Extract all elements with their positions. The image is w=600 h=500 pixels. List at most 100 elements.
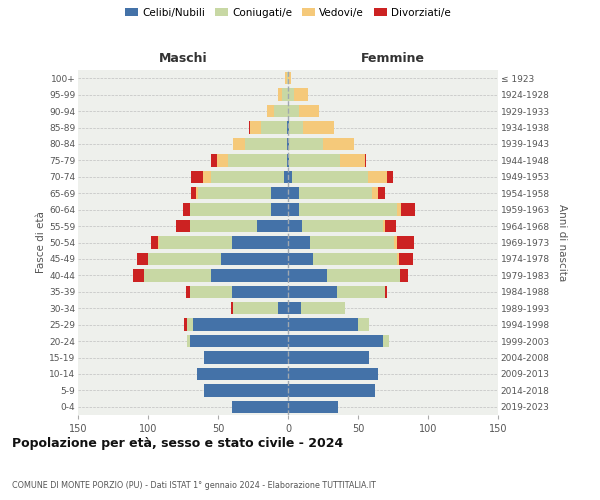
Bar: [388, 170, 393, 183]
Bar: [288, 269, 327, 281]
Bar: [292, 170, 368, 183]
Bar: [232, 286, 288, 298]
Bar: [327, 269, 400, 281]
Bar: [267, 105, 274, 117]
Bar: [184, 318, 187, 331]
Text: Femmine: Femmine: [361, 52, 425, 65]
Bar: [211, 170, 284, 183]
Bar: [197, 368, 288, 380]
Bar: [191, 170, 203, 183]
Bar: [211, 269, 288, 281]
Bar: [368, 170, 388, 183]
Bar: [193, 318, 288, 331]
Bar: [288, 236, 310, 248]
Bar: [250, 122, 262, 134]
Bar: [288, 170, 292, 183]
Bar: [133, 269, 144, 281]
Bar: [176, 220, 190, 232]
Bar: [401, 204, 415, 216]
Bar: [257, 220, 288, 232]
Bar: [186, 286, 190, 298]
Bar: [301, 302, 346, 314]
Bar: [228, 154, 287, 166]
Y-axis label: Fasce di età: Fasce di età: [36, 212, 46, 274]
Bar: [383, 335, 389, 347]
Bar: [159, 236, 232, 248]
Bar: [340, 154, 365, 166]
Bar: [288, 286, 337, 298]
Bar: [274, 105, 288, 117]
Bar: [278, 302, 288, 314]
Bar: [285, 72, 287, 85]
Bar: [230, 302, 233, 314]
Bar: [151, 236, 158, 248]
Bar: [199, 187, 271, 200]
Bar: [288, 154, 289, 166]
Bar: [278, 88, 283, 101]
Bar: [288, 105, 299, 117]
Bar: [377, 187, 385, 200]
Bar: [283, 88, 288, 101]
Bar: [262, 122, 287, 134]
Bar: [190, 220, 257, 232]
Bar: [288, 122, 289, 134]
Y-axis label: Anni di nascita: Anni di nascita: [557, 204, 566, 281]
Bar: [245, 138, 287, 150]
Bar: [232, 400, 288, 413]
Bar: [287, 138, 288, 150]
Bar: [190, 204, 271, 216]
Bar: [288, 318, 358, 331]
Bar: [288, 187, 299, 200]
Bar: [385, 286, 388, 298]
Bar: [288, 72, 291, 85]
Bar: [249, 122, 250, 134]
Bar: [289, 138, 323, 150]
Bar: [288, 302, 301, 314]
Bar: [233, 138, 245, 150]
Bar: [287, 122, 288, 134]
Text: Popolazione per età, sesso e stato civile - 2024: Popolazione per età, sesso e stato civil…: [12, 437, 343, 450]
Bar: [137, 253, 148, 265]
Bar: [299, 187, 372, 200]
Bar: [183, 204, 190, 216]
Bar: [288, 384, 375, 396]
Bar: [271, 204, 288, 216]
Bar: [365, 154, 367, 166]
Bar: [271, 187, 288, 200]
Bar: [288, 204, 299, 216]
Legend: Celibi/Nubili, Coniugati/e, Vedovi/e, Divorziati/e: Celibi/Nubili, Coniugati/e, Vedovi/e, Di…: [125, 8, 451, 18]
Bar: [287, 72, 288, 85]
Bar: [293, 88, 308, 101]
Bar: [398, 253, 413, 265]
Bar: [211, 154, 217, 166]
Bar: [191, 187, 196, 200]
Bar: [288, 220, 302, 232]
Bar: [397, 236, 414, 248]
Bar: [299, 204, 397, 216]
Bar: [289, 154, 340, 166]
Bar: [144, 269, 211, 281]
Bar: [288, 88, 293, 101]
Bar: [302, 220, 383, 232]
Bar: [190, 286, 232, 298]
Bar: [310, 236, 394, 248]
Bar: [383, 220, 385, 232]
Bar: [233, 302, 278, 314]
Bar: [337, 286, 385, 298]
Bar: [288, 138, 289, 150]
Bar: [372, 187, 377, 200]
Bar: [196, 187, 199, 200]
Bar: [284, 170, 288, 183]
Bar: [204, 352, 288, 364]
Bar: [394, 236, 397, 248]
Bar: [204, 384, 288, 396]
Bar: [288, 368, 377, 380]
Text: Maschi: Maschi: [158, 52, 208, 65]
Bar: [148, 253, 221, 265]
Bar: [385, 220, 396, 232]
Text: COMUNE DI MONTE PORZIO (PU) - Dati ISTAT 1° gennaio 2024 - Elaborazione TUTTITAL: COMUNE DI MONTE PORZIO (PU) - Dati ISTAT…: [12, 481, 376, 490]
Bar: [304, 122, 334, 134]
Bar: [358, 318, 369, 331]
Bar: [397, 204, 401, 216]
Bar: [232, 236, 288, 248]
